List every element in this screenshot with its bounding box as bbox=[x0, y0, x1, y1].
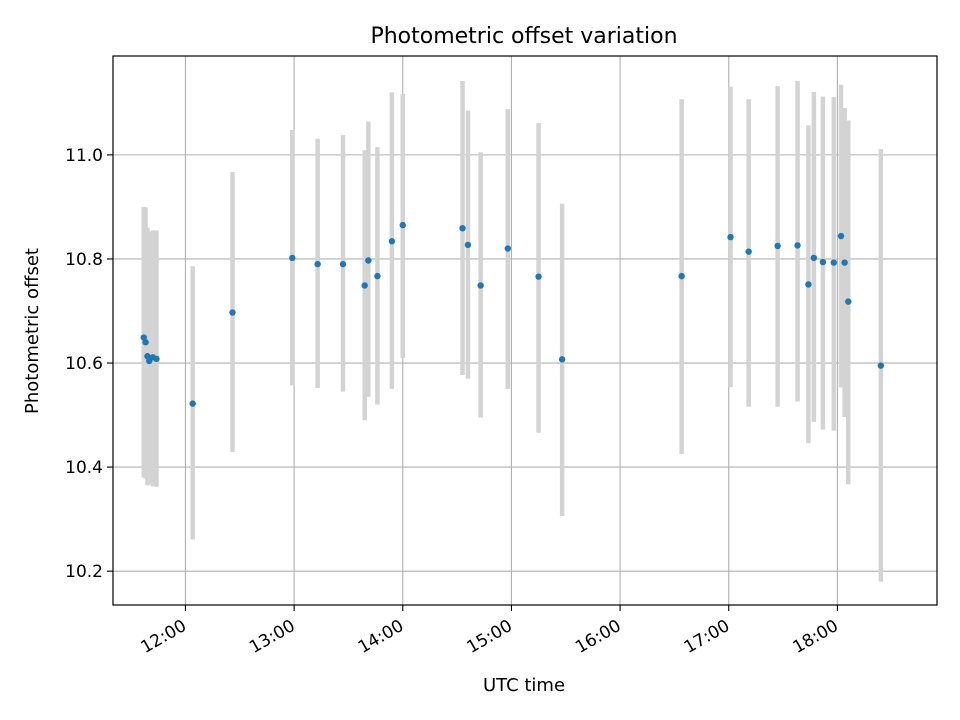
chart-title: Photometric offset variation bbox=[370, 24, 677, 49]
x-tick-label: 14:00 bbox=[355, 616, 407, 658]
data-point bbox=[810, 254, 818, 262]
data-points bbox=[140, 221, 885, 407]
data-point bbox=[314, 260, 321, 268]
data-point bbox=[837, 232, 845, 240]
data-point bbox=[142, 339, 149, 346]
data-point bbox=[877, 362, 885, 369]
x-tick-label: 18:00 bbox=[789, 616, 841, 658]
data-point bbox=[189, 400, 196, 407]
data-point bbox=[388, 238, 396, 245]
data-point bbox=[459, 225, 466, 232]
y-tick-label: 10.6 bbox=[65, 354, 103, 374]
plot-frame bbox=[112, 55, 938, 606]
data-point bbox=[477, 282, 484, 289]
x-axis: 12:00 13:00 14:00 15:00 16:00 17:00 18:00 bbox=[138, 605, 842, 658]
error-bars bbox=[141, 80, 884, 582]
y-tick-label: 10.8 bbox=[65, 250, 103, 270]
y-axis-label: Photometric offset bbox=[22, 248, 43, 414]
data-point bbox=[819, 258, 827, 266]
data-point bbox=[558, 356, 566, 363]
data-point bbox=[830, 259, 837, 266]
data-point bbox=[805, 281, 812, 288]
x-tick-label: 15:00 bbox=[463, 616, 515, 658]
data-point bbox=[794, 242, 801, 249]
data-point bbox=[727, 233, 734, 241]
data-point bbox=[841, 259, 848, 266]
data-point bbox=[774, 242, 781, 250]
data-point bbox=[745, 248, 752, 255]
y-tick-label: 10.4 bbox=[65, 458, 103, 478]
x-axis-label: UTC time bbox=[483, 675, 565, 696]
x-tick-label: 13:00 bbox=[246, 616, 298, 658]
data-point bbox=[678, 272, 685, 280]
x-tick-label: 12:00 bbox=[138, 616, 190, 658]
data-point bbox=[374, 272, 381, 280]
data-point bbox=[153, 355, 160, 363]
y-tick-label: 11.0 bbox=[65, 146, 103, 166]
x-tick-label: 16:00 bbox=[572, 616, 624, 658]
data-point bbox=[535, 273, 542, 280]
y-tick-label: 10.2 bbox=[65, 562, 103, 582]
data-point bbox=[289, 254, 296, 262]
data-point bbox=[504, 245, 511, 252]
data-point bbox=[361, 282, 368, 289]
data-point bbox=[365, 257, 372, 264]
x-tick-label: 17:00 bbox=[681, 616, 733, 658]
data-point bbox=[339, 260, 347, 268]
data-point bbox=[464, 241, 472, 249]
data-point bbox=[399, 221, 406, 229]
y-axis: 10.2 10.4 10.6 10.8 11.0 bbox=[65, 146, 113, 582]
data-point bbox=[845, 298, 852, 305]
data-point bbox=[229, 309, 236, 316]
